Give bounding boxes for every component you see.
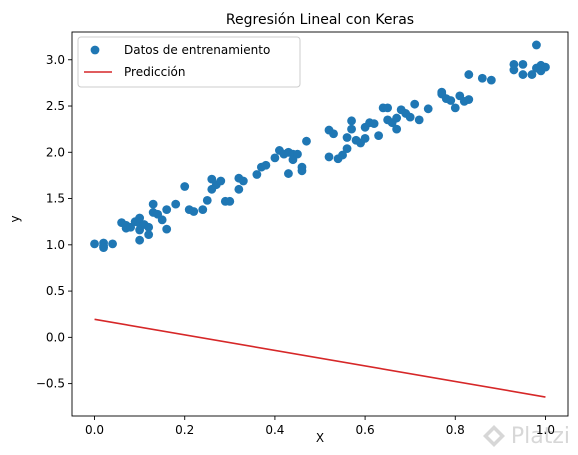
platzi-logo-icon bbox=[482, 425, 505, 447]
data-point bbox=[189, 207, 199, 216]
x-tick-label: 0.6 bbox=[356, 423, 375, 437]
data-point bbox=[144, 230, 154, 240]
y-tick-label: 2.0 bbox=[46, 145, 65, 159]
data-point bbox=[135, 235, 145, 245]
data-point bbox=[405, 112, 415, 122]
data-point bbox=[392, 124, 402, 134]
data-point bbox=[171, 199, 181, 209]
watermark-text: Platzi bbox=[510, 423, 570, 449]
data-point bbox=[532, 40, 541, 50]
data-point bbox=[414, 115, 424, 125]
plot-frame bbox=[71, 31, 569, 417]
data-point bbox=[216, 176, 226, 186]
data-point bbox=[108, 239, 117, 249]
platzi-watermark: Platzi bbox=[481, 423, 570, 449]
data-point bbox=[225, 196, 235, 206]
data-point bbox=[198, 205, 208, 215]
y-tick-label: 1.0 bbox=[46, 238, 65, 252]
legend-scatter-marker bbox=[90, 45, 100, 55]
data-point bbox=[302, 136, 311, 146]
data-point bbox=[284, 169, 293, 178]
data-point bbox=[423, 104, 433, 114]
data-point bbox=[446, 96, 456, 105]
data-point bbox=[157, 215, 167, 225]
data-point bbox=[527, 70, 537, 79]
y-tick-label: 3.0 bbox=[46, 53, 65, 67]
y-tick-label: 0.5 bbox=[46, 284, 65, 298]
data-point bbox=[477, 73, 487, 83]
y-tick-label: −0.5 bbox=[36, 377, 65, 391]
data-point bbox=[297, 166, 307, 176]
data-point bbox=[338, 150, 347, 160]
data-point bbox=[541, 62, 550, 72]
legend-label: Datos de entrenamiento bbox=[124, 43, 270, 57]
data-point bbox=[99, 243, 108, 252]
data-point bbox=[234, 184, 244, 194]
plot-area bbox=[71, 31, 569, 417]
data-point bbox=[360, 134, 370, 143]
data-point bbox=[144, 222, 154, 232]
data-point bbox=[252, 170, 262, 179]
y-axis-label: y bbox=[8, 215, 22, 222]
x-tick-label: 0.2 bbox=[175, 423, 194, 437]
data-point bbox=[148, 199, 158, 209]
data-point bbox=[464, 95, 474, 104]
x-axis: 0.0 0.2 0.4 0.6 0.8 1.0 bbox=[85, 416, 555, 437]
chart-title: Regresión Lineal con Keras bbox=[226, 12, 414, 28]
data-point bbox=[450, 103, 460, 113]
data-point bbox=[261, 160, 271, 170]
prediction-line bbox=[94, 318, 546, 398]
x-tick-label: 0.0 bbox=[85, 423, 104, 437]
data-point bbox=[135, 213, 145, 223]
x-tick-label: 0.4 bbox=[265, 423, 284, 437]
data-point bbox=[90, 239, 99, 249]
data-point bbox=[162, 224, 172, 234]
data-point bbox=[518, 59, 528, 69]
data-point bbox=[342, 144, 352, 153]
data-point bbox=[437, 87, 447, 97]
data-point bbox=[486, 75, 496, 85]
data-point bbox=[383, 103, 393, 113]
legend-box bbox=[77, 36, 301, 88]
y-tick-label: 0.0 bbox=[46, 330, 65, 344]
data-point bbox=[464, 70, 474, 79]
data-point bbox=[162, 205, 172, 215]
x-tick-label: 1.0 bbox=[536, 423, 555, 437]
y-tick-label: 1.5 bbox=[46, 192, 65, 206]
data-point bbox=[180, 182, 190, 191]
y-axis: −0.5 0.0 0.5 1.0 1.5 2.0 2.5 3.0 bbox=[36, 53, 72, 391]
legend-label: Predicción bbox=[124, 65, 186, 79]
data-point bbox=[270, 153, 280, 163]
data-point bbox=[202, 196, 212, 205]
x-axis-label: X bbox=[316, 431, 324, 445]
data-point bbox=[135, 225, 145, 235]
data-point bbox=[509, 65, 519, 75]
x-tick-label: 0.8 bbox=[446, 423, 465, 437]
data-point bbox=[374, 131, 384, 141]
data-point bbox=[410, 99, 420, 109]
data-point bbox=[293, 149, 302, 159]
data-point bbox=[342, 133, 352, 142]
data-point bbox=[369, 119, 379, 129]
data-point bbox=[392, 113, 402, 123]
data-point bbox=[329, 129, 338, 139]
data-point bbox=[347, 124, 356, 134]
data-point bbox=[324, 152, 334, 162]
data-point bbox=[518, 70, 528, 79]
legend: Datos de entrenamiento Predicción bbox=[77, 36, 301, 88]
data-point bbox=[238, 176, 248, 186]
data-point bbox=[347, 116, 356, 126]
y-tick-label: 2.5 bbox=[46, 99, 65, 113]
